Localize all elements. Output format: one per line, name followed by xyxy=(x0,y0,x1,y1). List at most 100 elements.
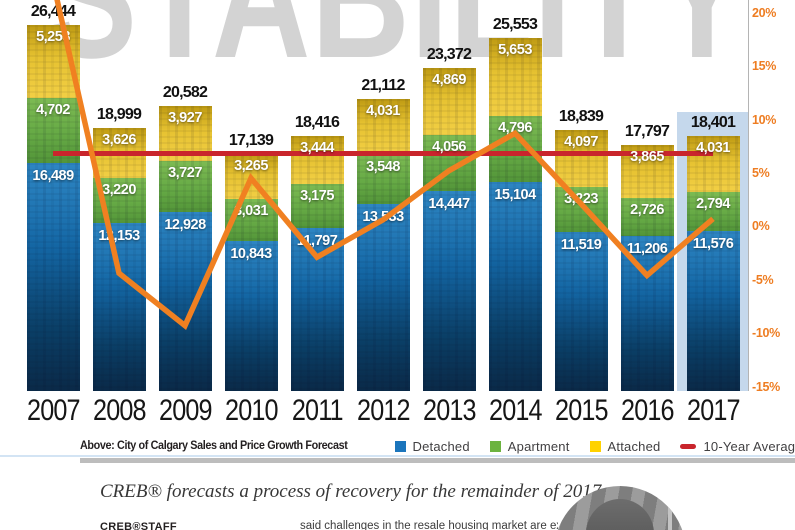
value-label-apartment-2011: 3,175 xyxy=(300,187,334,204)
bar-2014: 5,653 4,796 15,104 xyxy=(488,37,542,392)
segment-detached-2013 xyxy=(422,191,476,391)
legend-swatch-icon xyxy=(680,443,697,449)
year-label-2012: 2012 xyxy=(343,394,423,428)
axis-tick-label: -10% xyxy=(752,326,780,341)
value-label-attached-2017: 4,031 xyxy=(696,140,730,157)
legend-item-attached: Attached xyxy=(589,438,661,454)
value-label-apartment-2010: 3,031 xyxy=(234,203,268,220)
bar-2013: 4,869 4,056 14,447 xyxy=(422,67,476,392)
value-label-detached-2012: 13,533 xyxy=(362,208,404,225)
segment-detached-2011 xyxy=(290,227,344,391)
value-label-attached-2013: 4,869 xyxy=(432,71,466,88)
year-text: 2013 xyxy=(422,394,477,427)
value-label-apartment-2007: 4,702 xyxy=(36,101,70,118)
total-label-2010: 17,139 xyxy=(228,131,274,149)
value-label-apartment-2017: 2,794 xyxy=(696,196,730,213)
year-text: 2010 xyxy=(224,394,279,427)
legend-item-10-year-average: 10-Year Average xyxy=(680,439,795,454)
value-label-detached-2017: 11,576 xyxy=(692,235,734,252)
segment-detached-2010 xyxy=(224,241,278,391)
chart-legend: Above: City of Calgary Sales and Price G… xyxy=(80,434,795,458)
total-label-2011: 18,416 xyxy=(294,114,340,132)
value-label-attached-2014: 5,653 xyxy=(498,41,532,58)
value-label-attached-2012: 4,031 xyxy=(366,102,400,119)
legend-caption: Above: City of Calgary Sales and Price G… xyxy=(80,440,348,452)
value-label-attached-2008: 3,626 xyxy=(102,132,136,149)
total-label-2017: 18,401 xyxy=(690,114,736,132)
sales-price-growth-chart: 5,253 4,702 16,489 26,444 2007 3,626 3,220 12,1… xyxy=(13,0,780,428)
legend-item-label: Attached xyxy=(607,438,661,454)
year-label-2008: 2008 xyxy=(79,394,159,428)
value-label-attached-2010: 3,265 xyxy=(234,157,268,174)
axis-tick-label: 10% xyxy=(752,112,777,127)
bar-2011: 3,444 3,175 11,797 xyxy=(290,136,344,391)
ten-year-average-line xyxy=(53,151,713,157)
legend-item-apartment: Apartment xyxy=(489,438,570,454)
year-text: 2012 xyxy=(356,394,411,427)
right-axis-line xyxy=(748,0,749,391)
value-label-attached-2007: 5,253 xyxy=(36,29,70,46)
value-label-attached-2011: 3,444 xyxy=(300,140,334,157)
total-label-2009: 20,582 xyxy=(162,84,208,102)
article-headline: CREB® forecasts a process of recovery fo… xyxy=(100,481,602,502)
bar-2017: 4,031 2,794 11,576 xyxy=(686,136,740,391)
segment-detached-2015 xyxy=(554,231,608,391)
legend-swatch-icon xyxy=(394,440,406,452)
value-label-apartment-2009: 3,727 xyxy=(168,164,202,181)
legend-item-label: Apartment xyxy=(507,438,570,454)
legend-items: Detached Apartment Attached 10-Year Average… xyxy=(375,439,795,454)
axis-tick-label: -5% xyxy=(752,272,774,287)
year-label-2011: 2011 xyxy=(277,394,357,428)
axis-tick-label: 15% xyxy=(752,59,777,74)
total-label-2007: 26,444 xyxy=(30,3,76,21)
value-label-detached-2007: 16,489 xyxy=(32,167,74,184)
value-label-detached-2014: 15,104 xyxy=(494,187,536,204)
year-label-2010: 2010 xyxy=(211,394,291,428)
total-label-2014: 25,553 xyxy=(492,15,538,33)
segment-detached-2017 xyxy=(686,230,740,391)
value-label-apartment-2014: 4,796 xyxy=(498,119,532,136)
year-text: 2009 xyxy=(158,394,213,427)
article-body-fragment: said challenges in the resale housing ma… xyxy=(300,520,558,530)
legend-item-detached: Detached xyxy=(394,439,470,454)
segment-detached-2016 xyxy=(620,236,674,391)
value-label-apartment-2008: 3,220 xyxy=(102,182,136,199)
value-label-detached-2016: 11,206 xyxy=(626,241,668,257)
bar-2007: 5,253 4,702 16,489 xyxy=(26,25,80,391)
year-label-2014: 2014 xyxy=(475,394,555,428)
divider-gray xyxy=(80,458,795,463)
divider-blue xyxy=(0,455,795,457)
legend-swatch-icon xyxy=(489,440,501,452)
segment-detached-2014 xyxy=(488,182,542,391)
total-label-2013: 23,372 xyxy=(426,45,472,63)
year-label-2007: 2007 xyxy=(13,394,93,428)
value-label-detached-2008: 12,153 xyxy=(98,227,140,244)
axis-tick-label: 0% xyxy=(752,219,770,234)
year-text: 2011 xyxy=(291,394,344,427)
year-label-2017: 2017 xyxy=(673,394,753,428)
year-label-2016: 2016 xyxy=(607,394,687,428)
value-label-apartment-2012: 3,548 xyxy=(366,158,400,175)
value-label-detached-2015: 11,519 xyxy=(560,236,602,253)
article-byline: CREB®STAFF xyxy=(100,521,177,530)
axis-tick-label: 20% xyxy=(752,5,777,20)
bar-2016: 3,865 2,726 11,206 xyxy=(620,144,674,392)
value-label-attached-2015: 4,097 xyxy=(564,134,598,151)
year-text: 2014 xyxy=(488,394,543,427)
value-label-apartment-2015: 3,223 xyxy=(564,191,598,208)
year-text: 2016 xyxy=(620,394,675,427)
year-label-2015: 2015 xyxy=(541,394,621,428)
bar-2009: 3,927 3,727 12,928 xyxy=(158,106,212,391)
segment-detached-2009 xyxy=(158,212,212,391)
value-label-detached-2011: 11,797 xyxy=(296,232,338,249)
photo-background-detail xyxy=(668,486,672,530)
total-label-2008: 18,999 xyxy=(96,106,142,124)
year-text: 2015 xyxy=(554,394,609,427)
legend-item-label: 10-Year Average xyxy=(703,438,795,454)
bar-2012: 4,031 3,548 13,533 xyxy=(356,98,410,391)
segment-detached-2008 xyxy=(92,222,146,391)
value-label-detached-2010: 10,843 xyxy=(230,246,272,263)
value-label-apartment-2016: 2,726 xyxy=(630,202,664,219)
bar-2015: 4,097 3,223 11,519 xyxy=(554,130,608,391)
year-text: 2008 xyxy=(92,394,147,427)
